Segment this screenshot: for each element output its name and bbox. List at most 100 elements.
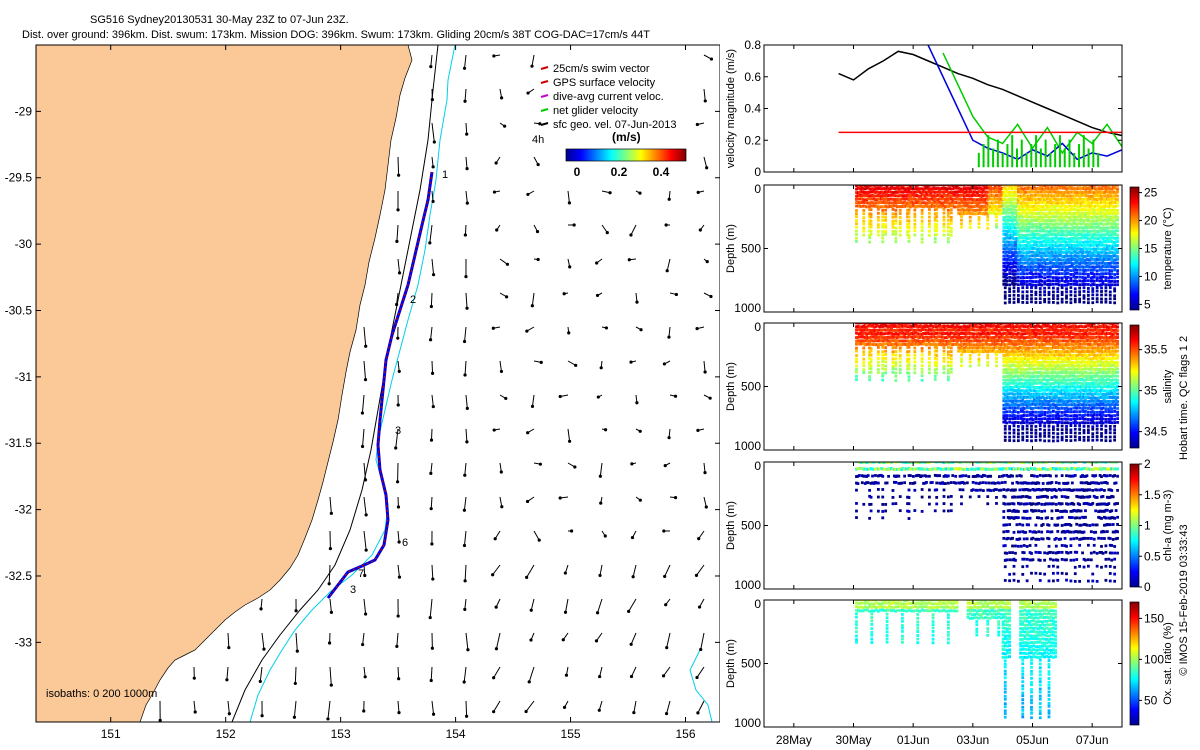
profile-sample [1019,282,1023,286]
profile-sample [887,201,890,205]
current-vector-head [463,579,467,583]
profile-sample [1069,215,1073,219]
profile-sample [949,211,953,215]
profile-sample [1005,273,1009,276]
profile-sample [898,342,902,346]
profile-sample [1031,219,1035,222]
profile-sample [1053,185,1057,187]
profile-sample [1069,261,1073,265]
profile-sample [979,343,982,347]
current-vector [464,224,467,235]
profile-sample [1075,264,1079,268]
profile-sample [858,185,861,187]
profile-sample [1111,247,1115,250]
profile-sample [935,187,939,190]
profile-sample [1098,255,1102,258]
profile-sample [884,364,888,368]
current-vector-head [539,360,543,364]
profile-sample [1095,244,1099,248]
profile-sample [919,204,923,208]
profile-sample [1088,190,1092,193]
profile-sample [1051,212,1055,215]
profile-sample [1101,237,1105,241]
profile-sample [1053,255,1057,258]
profile-sample [907,360,911,364]
profile-sample [1081,268,1084,272]
profile-sample [954,201,958,204]
profile-sample [1027,247,1030,251]
profile-sample [1063,265,1067,269]
profile-sample [875,332,879,336]
profile-sample [963,335,966,339]
profile-sample [1088,254,1092,258]
profile-sample [1091,254,1095,258]
profile-sample [876,356,880,360]
profile-sample [993,331,997,335]
profile-sample [996,197,1000,201]
profile-sample [1015,230,1019,233]
profile-sample [909,332,912,336]
profile-sample [1104,286,1108,290]
profile-sample [1022,201,1026,205]
profile-sample [1008,208,1012,211]
profile-sample [1078,262,1082,266]
profile-sample [957,332,960,336]
profile-sample [1011,226,1014,230]
profile-sample [1079,240,1083,244]
profile-sample [992,208,995,212]
profile-sample [1098,226,1102,230]
profile-sample [1098,229,1102,233]
profile-sample [1011,247,1014,251]
profile-sample [996,194,1000,198]
profile-sample [1047,293,1051,297]
profile-sample [1005,190,1009,194]
profile-sample [928,352,931,356]
profile-sample [1024,187,1028,190]
profile-sample [920,332,924,336]
profile-sample [1021,197,1025,201]
profile-sample [1084,233,1087,237]
current-vector [429,224,433,243]
profile-sample [923,325,927,329]
profile-sample [1111,226,1115,230]
profile-sample [1066,201,1070,205]
profile-sample [906,371,909,375]
profile-sample [925,185,928,187]
profile-sample [1008,258,1012,262]
profile-sample [860,323,864,325]
profile-sample [1005,229,1009,233]
profile-sample [1009,392,1013,396]
profile-sample [1050,223,1054,226]
current-vector [430,462,433,474]
profile-sample [977,325,981,329]
profile-sample [1033,201,1036,205]
profile-sample [879,331,883,335]
profile-sample [1108,273,1112,276]
profile-sample [1040,283,1044,287]
profile-sample [1031,268,1035,272]
current-vector [431,564,434,580]
profile-sample [1038,264,1042,268]
profile-sample [977,185,981,187]
profile-sample [946,222,950,226]
colorbar-tick-label: 20 [1144,214,1158,228]
profile-sample [1098,233,1102,237]
y-tick-label: 1000 [734,301,761,315]
profile-sample [995,345,998,349]
profile-sample [1095,247,1099,251]
profile-sample [1095,204,1099,208]
profile-sample [920,193,924,197]
profile-sample [1034,229,1038,233]
profile-sample [888,323,892,325]
profile-sample [1113,280,1117,283]
profile-sample [1006,194,1010,197]
profile-sample [1044,204,1048,208]
profile-sample [1059,197,1063,201]
profile-sample [1018,261,1022,265]
profile-sample [1028,186,1032,190]
profile-sample [1092,186,1096,190]
profile-sample [1006,329,1010,333]
profile-sample [878,342,882,346]
profile-sample [949,342,953,346]
profile-sample [1101,233,1105,237]
